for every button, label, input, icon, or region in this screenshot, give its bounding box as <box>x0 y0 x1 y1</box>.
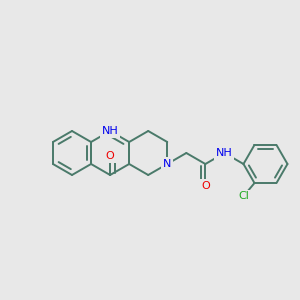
Text: Cl: Cl <box>238 191 249 201</box>
Text: NH: NH <box>102 126 118 136</box>
Text: O: O <box>106 151 115 161</box>
Text: NH: NH <box>216 148 233 158</box>
Text: O: O <box>201 181 210 191</box>
Text: N: N <box>163 159 172 169</box>
